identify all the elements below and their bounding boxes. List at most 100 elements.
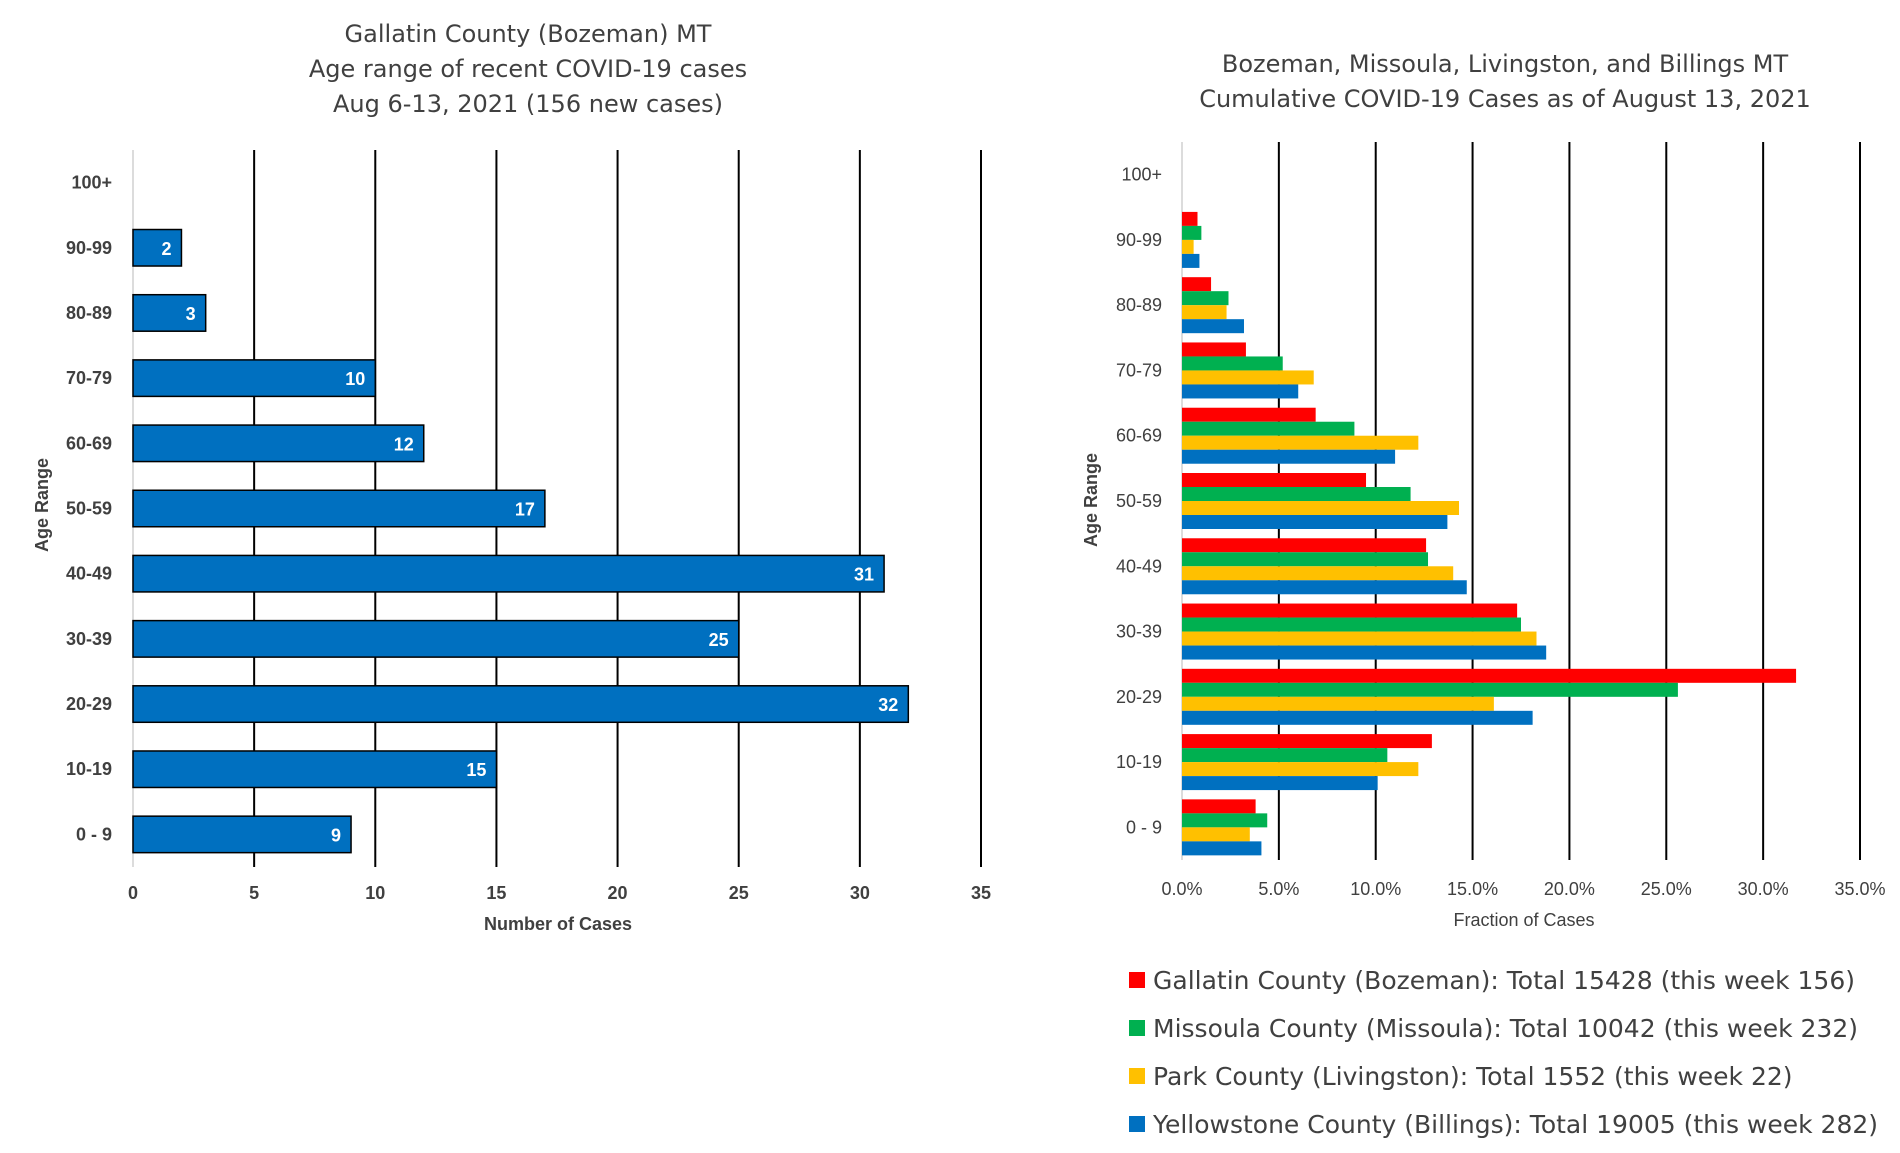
right-bar <box>1182 211 1198 226</box>
right-y-axis-label: Age Range <box>1081 453 1101 547</box>
right-bar <box>1182 277 1212 292</box>
right-bar <box>1182 668 1797 683</box>
right-bar <box>1182 776 1378 791</box>
right-y-tick-label: 40-49 <box>1116 556 1162 576</box>
left-bar-data-label: 3 <box>186 304 196 324</box>
left-y-tick-label: 60-69 <box>66 433 112 453</box>
left-x-tick-label: 30 <box>850 883 870 903</box>
right-y-tick-label: 10-19 <box>1116 752 1162 772</box>
right-bar <box>1182 225 1202 240</box>
left-x-tick-label: 10 <box>365 883 385 903</box>
left-y-tick-label: 80-89 <box>66 303 112 323</box>
right-bar <box>1182 421 1355 436</box>
right-bar <box>1182 515 1448 529</box>
left-bar <box>132 685 910 724</box>
legend-entry-label: Yellowstone County (Billings): Total 190… <box>1152 1110 1878 1139</box>
left-y-tick-label: 20-29 <box>66 694 112 714</box>
left-bar <box>132 424 425 463</box>
left-bar-chart: Gallatin County (Bozeman) MT Age range o… <box>32 20 991 934</box>
right-x-tick-label: 30.0% <box>1738 879 1789 899</box>
left-bar <box>132 228 183 267</box>
left-bar-data-label: 2 <box>161 239 171 259</box>
right-x-tick-label: 15.0% <box>1447 879 1498 899</box>
legend-entry-label: Gallatin County (Bozeman): Total 15428 (… <box>1153 966 1855 995</box>
left-y-tick-label: 30-39 <box>66 629 112 649</box>
right-bar <box>1182 435 1419 450</box>
right-bar <box>1182 449 1396 464</box>
right-bar <box>1182 501 1460 515</box>
right-x-tick-label: 5.0% <box>1258 879 1299 899</box>
right-bar <box>1182 813 1268 828</box>
left-y-tick-label: 90-99 <box>66 238 112 258</box>
right-bar <box>1182 473 1367 487</box>
left-y-axis-label: Age Range <box>32 458 52 552</box>
right-bar <box>1182 342 1246 357</box>
right-y-tick-label: 20-29 <box>1116 687 1162 707</box>
right-bar <box>1182 407 1316 422</box>
right-bar <box>1182 841 1262 856</box>
left-bar <box>132 815 352 854</box>
left-x-tick-label: 0 <box>128 883 138 903</box>
left-x-tick-label: 5 <box>249 883 259 903</box>
left-y-tick-label: 70-79 <box>66 368 112 388</box>
left-bar <box>132 359 377 398</box>
left-x-axis-label: Number of Cases <box>484 914 632 934</box>
left-x-tick-label: 20 <box>608 883 628 903</box>
right-bar <box>1182 552 1429 567</box>
legend-swatch <box>1129 1116 1145 1132</box>
legend-entry-label: Missoula County (Missoula): Total 10042 … <box>1153 1014 1858 1043</box>
right-y-tick-label: 0 - 9 <box>1126 817 1162 837</box>
left-bar-data-label: 10 <box>345 369 365 389</box>
right-x-tick-label: 25.0% <box>1641 879 1692 899</box>
right-bar <box>1182 696 1494 711</box>
left-x-tick-label: 15 <box>486 883 506 903</box>
right-bar <box>1182 239 1194 254</box>
right-y-tick-label: 30-39 <box>1116 622 1162 642</box>
right-y-tick-label: 70-79 <box>1116 360 1162 380</box>
right-bar <box>1182 748 1388 763</box>
right-y-tick-label: 90-99 <box>1116 230 1162 250</box>
right-bar <box>1182 384 1299 399</box>
right-y-tick-label: 60-69 <box>1116 426 1162 446</box>
right-y-tick-label: 100+ <box>1121 165 1162 185</box>
left-y-tick-label: 100+ <box>71 173 112 193</box>
left-y-tick-label: 10-19 <box>66 759 112 779</box>
right-y-tick-label: 80-89 <box>1116 295 1162 315</box>
legend-swatch <box>1129 1020 1145 1036</box>
legend-entry-label: Park County (Livingston): Total 1552 (th… <box>1153 1062 1793 1091</box>
right-x-tick-label: 10.0% <box>1350 879 1401 899</box>
right-bar <box>1182 617 1521 632</box>
left-bar-data-label: 15 <box>466 760 486 780</box>
left-x-tick-label: 35 <box>971 883 991 903</box>
left-bar-data-label: 31 <box>854 565 874 585</box>
right-bar <box>1182 291 1229 306</box>
left-bar <box>132 619 740 658</box>
legend-swatch <box>1129 972 1145 988</box>
right-bar <box>1182 538 1427 553</box>
right-bar <box>1182 305 1227 320</box>
right-bar <box>1182 487 1411 501</box>
left-bar <box>132 489 546 528</box>
right-x-tick-label: 20.0% <box>1544 879 1595 899</box>
right-bar <box>1182 734 1432 749</box>
right-x-axis-label: Fraction of Cases <box>1453 910 1594 930</box>
right-bar <box>1182 645 1547 660</box>
left-bar <box>132 293 207 332</box>
right-x-tick-label: 35.0% <box>1834 879 1885 899</box>
left-bar-data-label: 17 <box>515 500 535 520</box>
right-bar <box>1182 319 1244 334</box>
right-bar <box>1182 580 1467 595</box>
left-chart-title-line-2: Age range of recent COVID-19 cases <box>309 55 747 83</box>
left-y-tick-label: 40-49 <box>66 564 112 584</box>
right-bar-chart: Bozeman, Missoula, Livingston, and Billi… <box>1081 50 1886 1139</box>
right-bar <box>1182 827 1250 842</box>
left-chart-title-line-3: Aug 6-13, 2021 (156 new cases) <box>333 90 723 118</box>
right-x-tick-label: 0.0% <box>1161 879 1202 899</box>
left-bar-data-label: 32 <box>878 695 898 715</box>
right-chart-title-line-2: Cumulative COVID-19 Cases as of August 1… <box>1199 85 1811 113</box>
right-bar <box>1182 682 1678 697</box>
left-y-tick-label: 0 - 9 <box>76 824 112 844</box>
right-bar <box>1182 799 1256 814</box>
left-bar-data-label: 9 <box>331 825 341 845</box>
